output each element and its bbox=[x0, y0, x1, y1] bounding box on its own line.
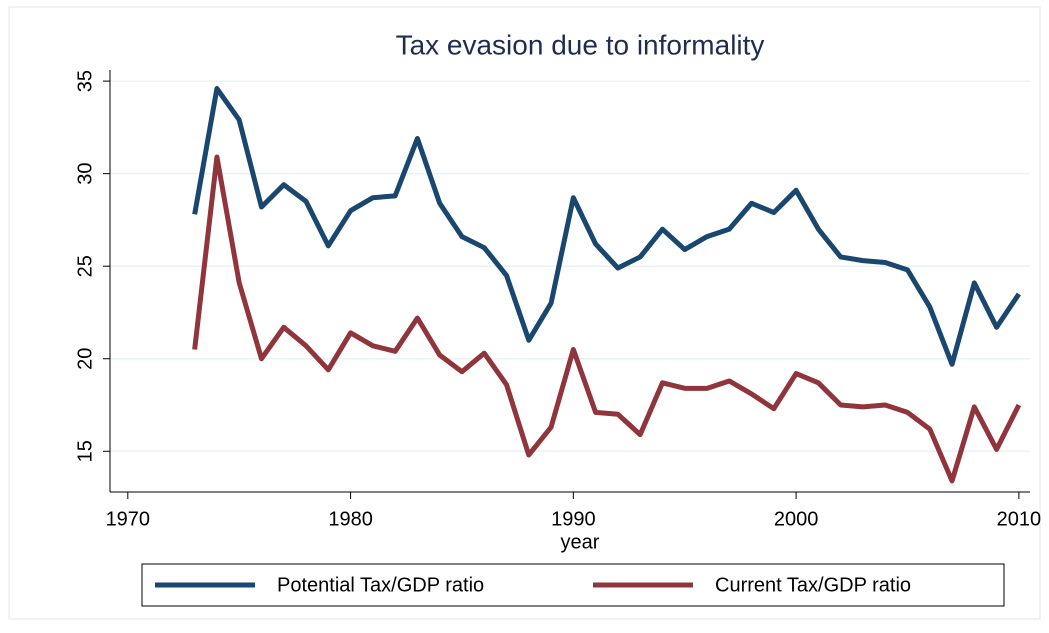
y-tick-label: 35 bbox=[74, 70, 96, 92]
y-tick-label: 30 bbox=[74, 163, 96, 185]
legend bbox=[141, 563, 1005, 607]
y-tick-label: 15 bbox=[74, 440, 96, 462]
series-line bbox=[192, 154, 1022, 484]
y-tick-label: 20 bbox=[74, 348, 96, 370]
x-tick-label: 1970 bbox=[106, 508, 151, 530]
x-tick-label: 2000 bbox=[774, 508, 819, 530]
x-tick-label: 1990 bbox=[551, 508, 596, 530]
legend-label: Potential Tax/GDP ratio bbox=[277, 574, 484, 596]
legend-label: Current Tax/GDP ratio bbox=[715, 574, 911, 596]
frame bbox=[8, 6, 1041, 620]
x-tick-label: 1980 bbox=[328, 508, 373, 530]
y-tick-label: 25 bbox=[74, 255, 96, 277]
x-axis-label: year bbox=[561, 531, 600, 553]
x-tick-label: 2010 bbox=[997, 508, 1042, 530]
chart-title: Tax evasion due to informality bbox=[396, 29, 765, 60]
series-line bbox=[192, 86, 1021, 367]
